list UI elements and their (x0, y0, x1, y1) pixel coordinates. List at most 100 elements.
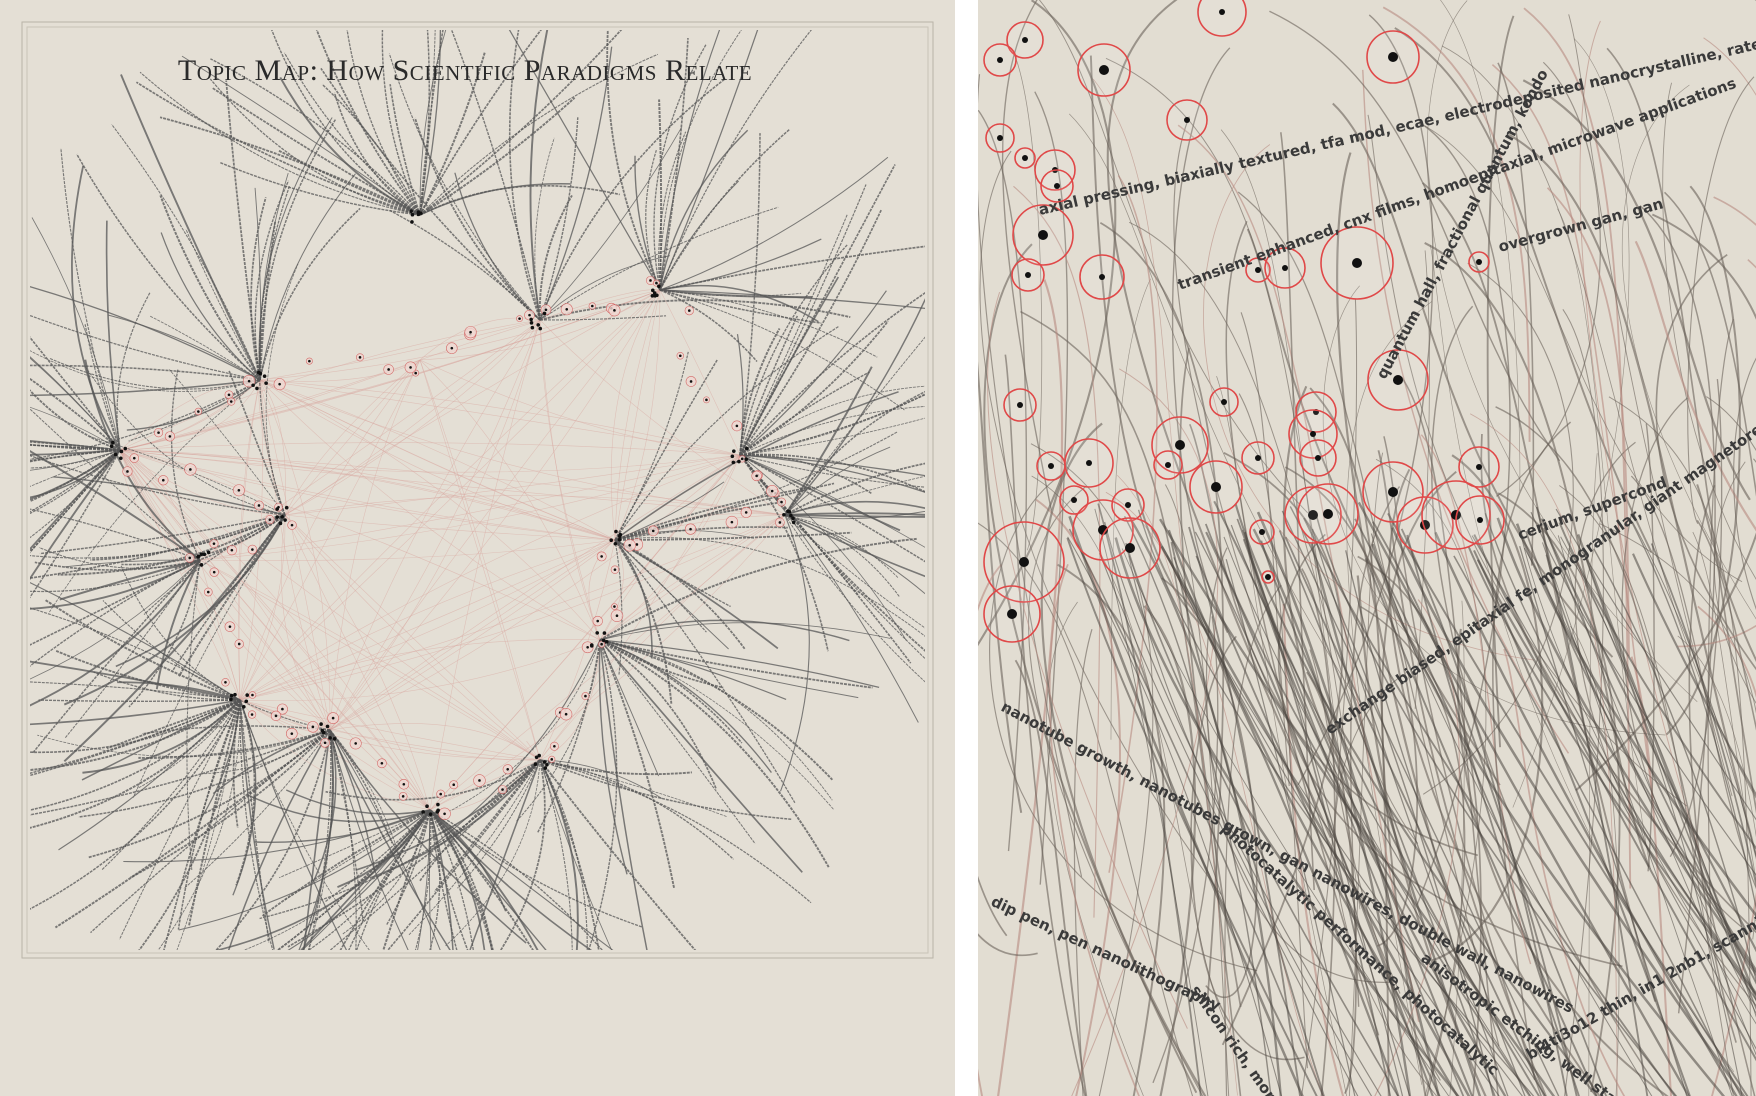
poster-frame (21, 21, 934, 959)
topic-node (1098, 525, 1108, 535)
detail-strand (1630, 656, 1673, 1096)
topic-strand (149, 315, 261, 381)
topic-strand (739, 393, 925, 456)
detail-strand (978, 74, 1083, 877)
topic-strand (599, 639, 787, 701)
topic-strand (599, 639, 676, 889)
link (429, 454, 741, 811)
topic-strand (739, 394, 925, 456)
detail-strand (1546, 187, 1630, 657)
topic-strand (160, 232, 261, 381)
topic-strand (385, 809, 431, 926)
detail-strand (1562, 309, 1604, 1096)
detail-strand (1230, 524, 1547, 1096)
link (284, 514, 431, 811)
link (259, 379, 601, 641)
topic-strand (659, 289, 802, 297)
detail-strand (1512, 38, 1630, 808)
topic-strand (30, 559, 201, 593)
detail-strand (1453, 555, 1742, 1096)
link (119, 449, 741, 473)
topic-strand (307, 729, 332, 950)
topic-strand (342, 809, 431, 935)
link (239, 699, 541, 761)
cluster-node (119, 456, 123, 461)
topic-node (1125, 543, 1135, 553)
topic-strand (739, 276, 840, 456)
detail-strand (1495, 406, 1756, 1096)
topic-node (586, 645, 589, 649)
detail-strand (1416, 123, 1511, 905)
topic-node (157, 431, 160, 434)
topic-strand (587, 639, 618, 950)
topic-strand (108, 314, 261, 381)
topic-strand (302, 729, 334, 950)
topic-strand (30, 559, 201, 667)
detail-strand (1125, 542, 1399, 1096)
topic-node (528, 313, 531, 317)
cluster-node (650, 294, 655, 298)
topic-strand (659, 30, 721, 291)
cluster-node (409, 209, 413, 213)
topic-strand (78, 729, 331, 818)
topic-strand (599, 639, 873, 689)
cluster-node (109, 444, 114, 449)
detail-strand (1289, 506, 1494, 1096)
detail-strand (1519, 546, 1688, 1096)
topic-strand (599, 639, 830, 868)
topic-node (206, 590, 210, 594)
cluster-node (730, 454, 735, 459)
link (659, 289, 741, 456)
link (419, 359, 541, 761)
topic-strand (539, 759, 573, 950)
detail-strand (1388, 468, 1601, 1096)
link (119, 319, 541, 451)
detail-strand (1706, 396, 1756, 452)
cluster-node (655, 293, 659, 298)
topic-node (1022, 155, 1028, 161)
cluster-node (202, 552, 207, 557)
detail-strand (1515, 523, 1756, 918)
detail-strand (1543, 527, 1756, 953)
topic-strand (739, 453, 925, 493)
topic-strand (30, 449, 121, 487)
topic-node (755, 474, 758, 478)
topic-strand (155, 559, 201, 690)
topic-node (1071, 497, 1077, 503)
topic-node (251, 693, 254, 697)
detail-strand (1224, 584, 1282, 1096)
link (329, 289, 661, 731)
detail-strand (978, 522, 1194, 1096)
link (239, 514, 786, 701)
topic-strand (429, 809, 493, 950)
topic-strand (614, 351, 689, 541)
topic-strand (279, 809, 431, 879)
detail-strand (1733, 357, 1756, 611)
detail-strand (1104, 521, 1382, 1096)
detail-strand (1234, 503, 1598, 1096)
link (259, 379, 616, 541)
topic-strand (539, 299, 851, 321)
topic-node (251, 548, 254, 551)
topic-strand (499, 759, 546, 950)
detail-strand (1484, 513, 1756, 1001)
detail-strand (1568, 547, 1743, 1096)
topic-node (161, 478, 165, 482)
topic-strand (283, 809, 431, 902)
topic-strand (739, 209, 883, 456)
cluster-node (229, 697, 233, 702)
topic-strand (211, 87, 421, 216)
detail-strand (1375, 458, 1487, 1096)
detail-strand (1473, 549, 1691, 1096)
topic-strand (30, 379, 261, 397)
topic-strand (508, 30, 661, 291)
detail-strand (1034, 91, 1069, 885)
topic-strand (102, 600, 331, 731)
cluster-node (435, 810, 440, 814)
cluster-node (537, 753, 541, 758)
topic-strand (599, 639, 880, 689)
topic-strand (258, 185, 291, 516)
detail-strand (1067, 536, 1282, 1096)
detail-strand (1282, 603, 1345, 1096)
topic-node (224, 681, 227, 684)
